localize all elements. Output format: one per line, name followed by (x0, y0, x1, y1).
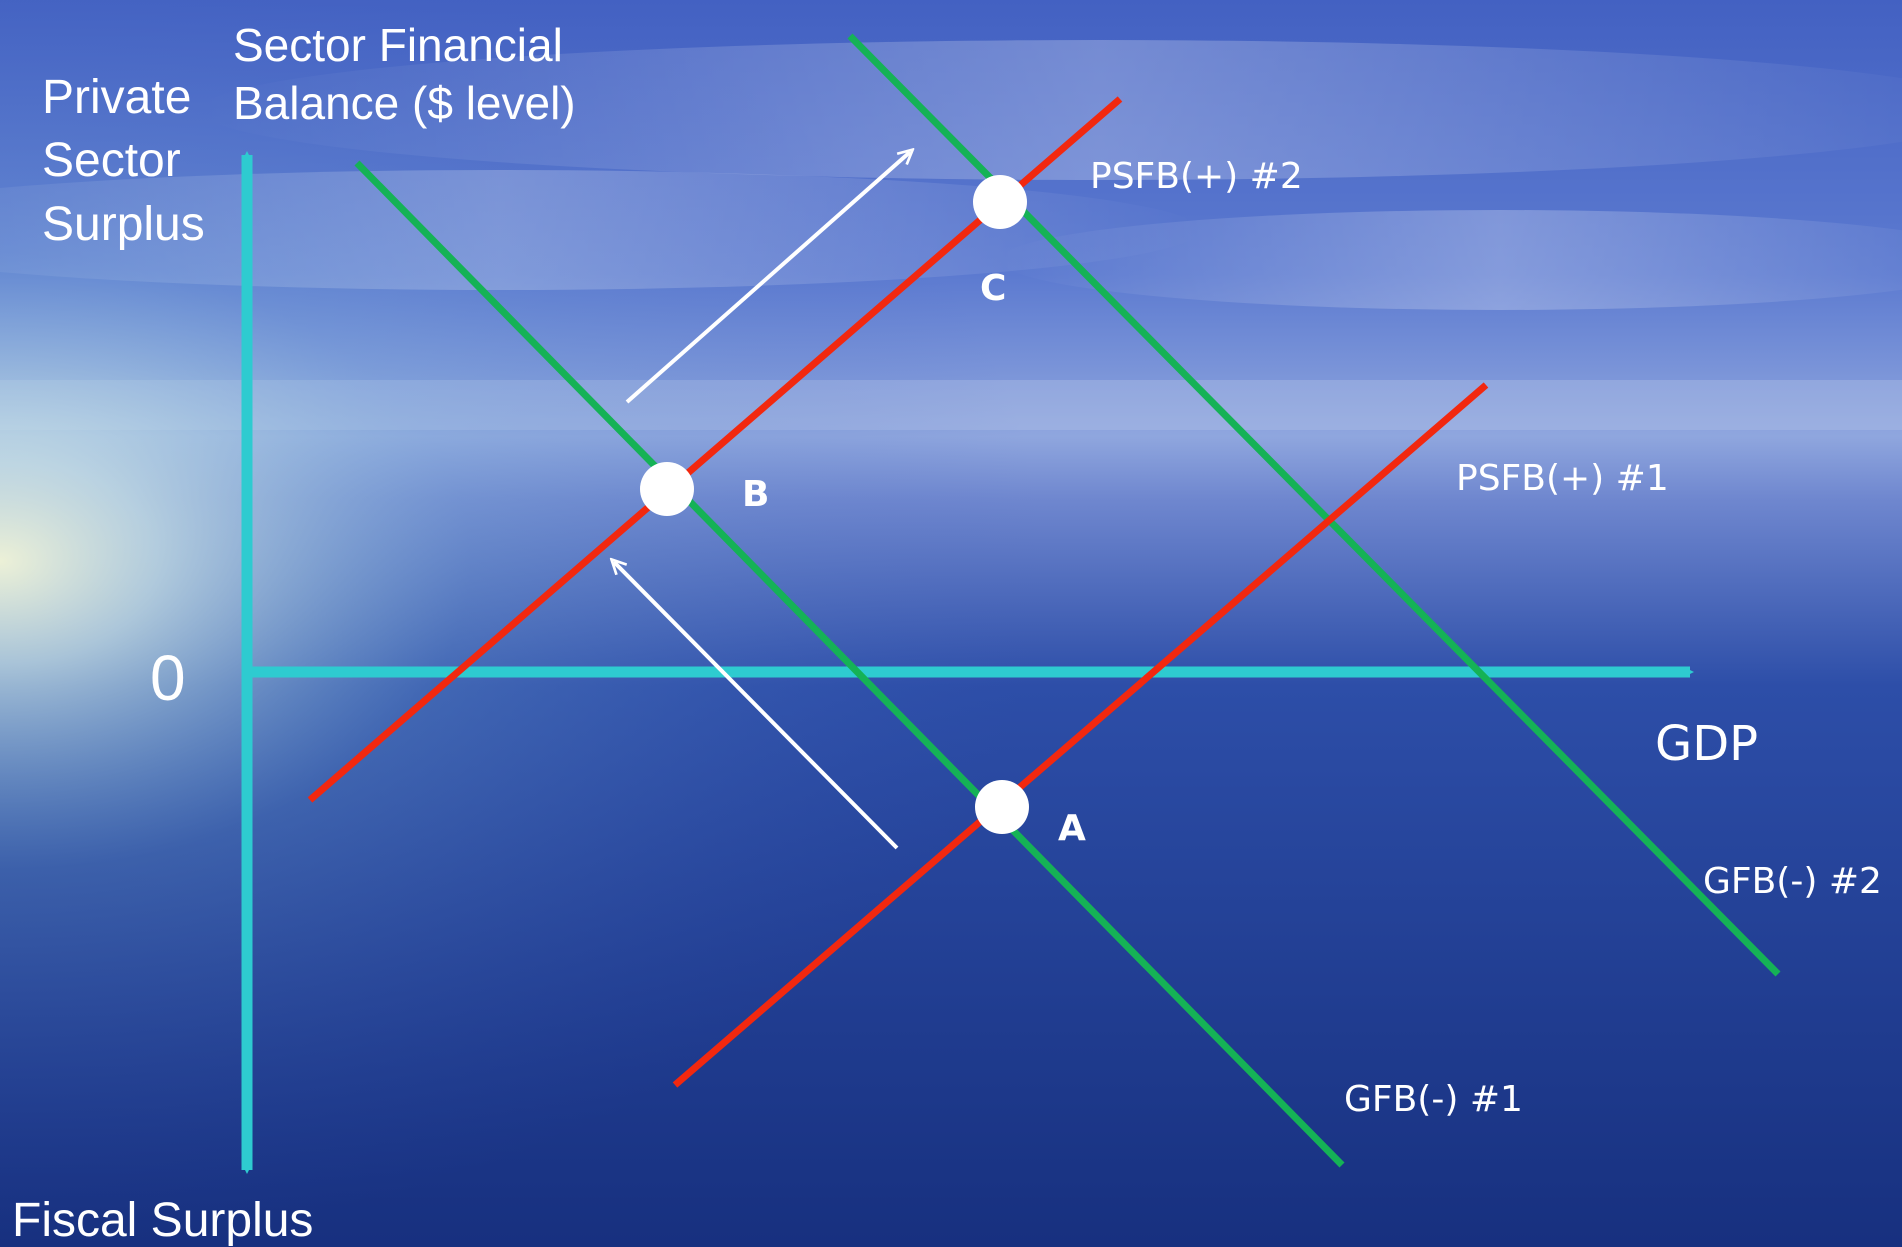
y-axis-top-label-line-2: Sector (42, 134, 181, 187)
point-a-label: A (1058, 808, 1086, 849)
shift-arrow-a-to-b (614, 562, 899, 850)
shift-arrow-b-to-c (625, 152, 910, 404)
psfb-1-label: PSFB(+) #1 (1456, 458, 1669, 499)
y-axis-top-label-line-1: Private (42, 71, 191, 124)
point-c (973, 175, 1027, 229)
chart-title-line-1: Sector Financial (233, 19, 563, 71)
origin-label: 0 (150, 642, 186, 714)
psfb-2-label: PSFB(+) #2 (1090, 156, 1303, 197)
chart-title-line-2: Balance ($ level) (233, 77, 576, 129)
point-b-label: B (742, 474, 769, 515)
y-axis-top-label-line-3: Surplus (42, 198, 205, 251)
gfb-line-1 (354, 160, 1345, 1168)
point-c-label: C (980, 268, 1006, 309)
point-a (975, 780, 1029, 834)
psfb-line-1 (672, 382, 1489, 1088)
point-b (640, 462, 694, 516)
gfb-1-label: GFB(-) #1 (1344, 1079, 1523, 1120)
gfb-2-label: GFB(-) #2 (1703, 861, 1882, 902)
y-axis-bottom-label: Fiscal Surplus (12, 1194, 313, 1247)
x-axis-label: GDP (1655, 716, 1758, 772)
